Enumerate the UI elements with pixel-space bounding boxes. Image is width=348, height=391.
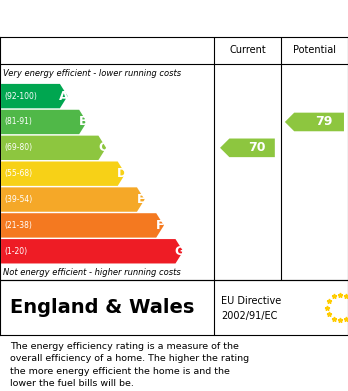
Text: E: E xyxy=(137,193,145,206)
Text: 2002/91/EC: 2002/91/EC xyxy=(221,311,277,321)
Text: F: F xyxy=(156,219,165,232)
Text: Energy Efficiency Rating: Energy Efficiency Rating xyxy=(10,11,220,26)
Text: (69-80): (69-80) xyxy=(4,143,32,152)
Text: (39-54): (39-54) xyxy=(4,195,32,204)
Polygon shape xyxy=(1,213,164,238)
Polygon shape xyxy=(220,138,275,157)
Text: Potential: Potential xyxy=(293,45,336,56)
Polygon shape xyxy=(1,187,145,212)
Text: Very energy efficient - lower running costs: Very energy efficient - lower running co… xyxy=(3,69,182,78)
Text: EU Directive: EU Directive xyxy=(221,296,281,306)
Text: (81-91): (81-91) xyxy=(4,117,32,126)
Polygon shape xyxy=(1,84,68,108)
Text: 79: 79 xyxy=(316,115,333,129)
Polygon shape xyxy=(285,113,344,131)
Text: B: B xyxy=(79,115,88,129)
Polygon shape xyxy=(1,161,125,186)
Text: D: D xyxy=(117,167,127,180)
Polygon shape xyxy=(1,136,106,160)
Text: (21-38): (21-38) xyxy=(4,221,32,230)
Text: The energy efficiency rating is a measure of the
overall efficiency of a home. T: The energy efficiency rating is a measur… xyxy=(10,342,250,388)
Text: 70: 70 xyxy=(248,141,265,154)
Text: Not energy efficient - higher running costs: Not energy efficient - higher running co… xyxy=(3,267,181,276)
Text: (1-20): (1-20) xyxy=(4,247,27,256)
Polygon shape xyxy=(1,110,87,134)
Text: A: A xyxy=(59,90,69,102)
Text: Current: Current xyxy=(229,45,266,56)
Text: (55-68): (55-68) xyxy=(4,169,32,178)
Polygon shape xyxy=(1,239,183,264)
Text: C: C xyxy=(98,141,107,154)
Text: (92-100): (92-100) xyxy=(4,91,37,100)
Text: England & Wales: England & Wales xyxy=(10,298,195,317)
Text: G: G xyxy=(175,245,185,258)
